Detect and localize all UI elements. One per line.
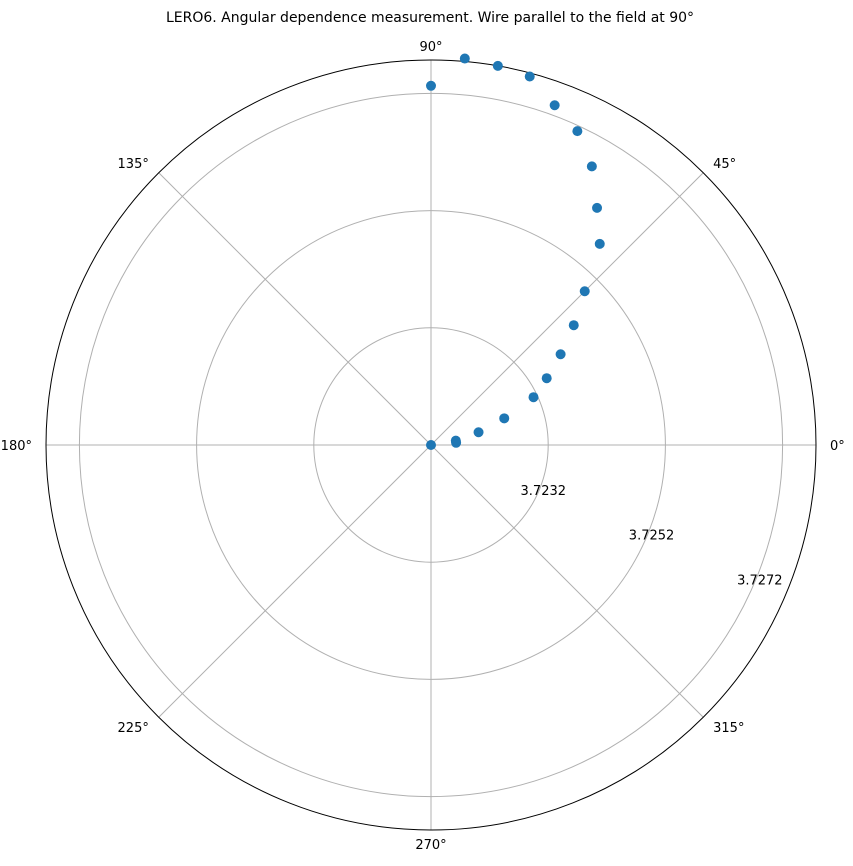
data-point bbox=[541, 373, 552, 384]
radial-gridline-135 bbox=[158, 172, 432, 446]
theta-tick-label: 180° bbox=[1, 439, 32, 454]
data-point bbox=[426, 440, 436, 450]
radial-gridline-315 bbox=[430, 444, 704, 718]
data-point bbox=[572, 126, 583, 137]
tick-layer: 3.7232 3.7252 3.7272 0° 45° 90° 135° 180° 225° 27… bbox=[1, 40, 845, 853]
radial-gridline-45 bbox=[430, 172, 704, 446]
theta-tick-label: 90° bbox=[419, 40, 442, 55]
radial-gridline-225 bbox=[158, 444, 432, 718]
r-tick-label: 3.7232 bbox=[521, 484, 567, 499]
data-point bbox=[426, 80, 436, 91]
theta-tick-label: 315° bbox=[713, 721, 744, 736]
theta-tick-label: 135° bbox=[118, 157, 149, 172]
grid-layer bbox=[46, 60, 816, 830]
data-point bbox=[528, 392, 539, 403]
frame-layer bbox=[45, 59, 817, 831]
data-point bbox=[499, 413, 510, 424]
radial-gridline-circle bbox=[196, 210, 666, 680]
data-point bbox=[459, 53, 470, 64]
theta-tick-label: 225° bbox=[118, 721, 149, 736]
theta-tick-label: 270° bbox=[415, 838, 446, 853]
data-point bbox=[524, 71, 535, 82]
data-point bbox=[473, 427, 484, 438]
data-points bbox=[426, 53, 605, 450]
data-point bbox=[579, 286, 590, 297]
data-point bbox=[594, 238, 605, 249]
data-point bbox=[549, 100, 560, 111]
chart-title: LERO6. Angular dependence measurement. W… bbox=[166, 10, 694, 26]
r-tick-label: 3.7272 bbox=[737, 574, 783, 589]
theta-tick-label: 0° bbox=[830, 439, 845, 454]
data-point bbox=[586, 161, 597, 172]
data-point bbox=[555, 349, 566, 360]
data-point bbox=[568, 320, 579, 331]
data-point bbox=[450, 435, 461, 446]
polar-frame bbox=[45, 59, 817, 831]
radial-gridline-circle bbox=[78, 92, 784, 798]
data-point bbox=[592, 202, 603, 213]
r-tick-label: 3.7252 bbox=[629, 529, 675, 544]
data-point bbox=[492, 60, 503, 71]
theta-tick-label: 45° bbox=[713, 157, 736, 172]
radial-gridline-circle bbox=[313, 327, 549, 563]
